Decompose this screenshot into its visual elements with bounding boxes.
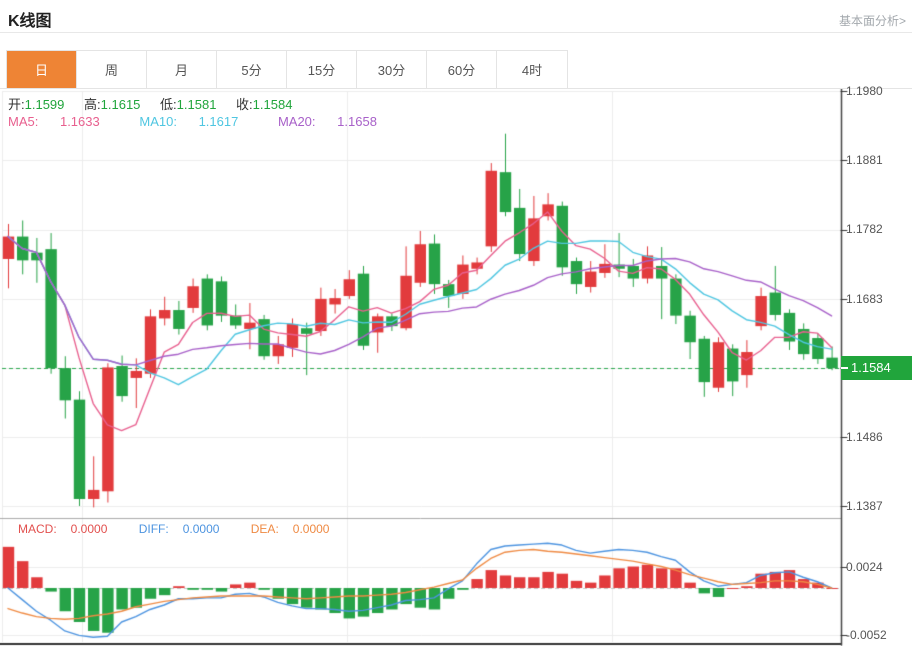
chart-area: 开:1.1599 高:1.1615 低:1.1581 收:1.1584 MA5:…: [0, 84, 912, 647]
current-price-tick: [841, 367, 848, 369]
low-label: 低:: [160, 97, 177, 112]
tab-month[interactable]: 月: [147, 51, 217, 89]
price-tick-label: 1.1683: [846, 292, 883, 306]
ma20-readout: MA20: 1.1658: [277, 114, 377, 129]
tab-15min[interactable]: 15分: [287, 51, 357, 89]
fundamental-analysis-link[interactable]: 基本面分析>: [838, 14, 906, 28]
macd-tick-label: -0.0052: [846, 628, 887, 642]
price-tick-label: 1.1387: [846, 499, 883, 513]
tab-week[interactable]: 周: [77, 51, 147, 89]
page-title: K线图: [8, 13, 52, 30]
macd-value-readout: MACD: 0.0000: [18, 522, 108, 536]
current-price-value: 1.1584: [851, 360, 891, 375]
close-label: 收:: [236, 97, 253, 112]
ma-readout: MA5: 1.1633 MA10: 1.1617 MA20: 1.1658: [8, 114, 413, 129]
interval-tabbar: 日 周 月 5分 15分 30分 60分 4时: [6, 50, 568, 89]
tab-5min[interactable]: 5分: [217, 51, 287, 89]
open-label: 开:: [8, 97, 25, 112]
price-tick-label: 1.1486: [846, 430, 883, 444]
page-header: K线图 基本面分析>: [0, 0, 912, 33]
kline-canvas[interactable]: [0, 89, 912, 646]
macd-readout: MACD: 0.0000 DIFF: 0.0000 DEA: 0.0000: [18, 522, 357, 536]
dea-value-readout: DEA: 0.0000: [250, 522, 330, 536]
price-tick-label: 1.1782: [846, 222, 883, 236]
open-value: 1.1599: [24, 97, 65, 112]
tab-day[interactable]: 日: [7, 51, 77, 89]
diff-value-readout: DIFF: 0.0000: [138, 522, 220, 536]
ma10-readout: MA10: 1.1617: [139, 114, 239, 129]
tab-30min[interactable]: 30分: [357, 51, 427, 89]
price-tick-label: 1.1881: [846, 153, 883, 167]
tab-4hour[interactable]: 4时: [497, 51, 567, 89]
high-value: 1.1615: [100, 97, 141, 112]
ma5-readout: MA5: 1.1633: [8, 114, 100, 129]
current-price-tag: 1.1584: [841, 356, 912, 380]
price-tick-label: 1.1980: [846, 84, 883, 98]
macd-tick-label: 0.0024: [846, 560, 883, 574]
tab-60min[interactable]: 60分: [427, 51, 497, 89]
close-value: 1.1584: [252, 97, 293, 112]
high-label: 高:: [84, 97, 101, 112]
low-value: 1.1581: [176, 97, 217, 112]
ohlc-readout: 开:1.1599 高:1.1615 低:1.1581 收:1.1584: [8, 94, 308, 113]
